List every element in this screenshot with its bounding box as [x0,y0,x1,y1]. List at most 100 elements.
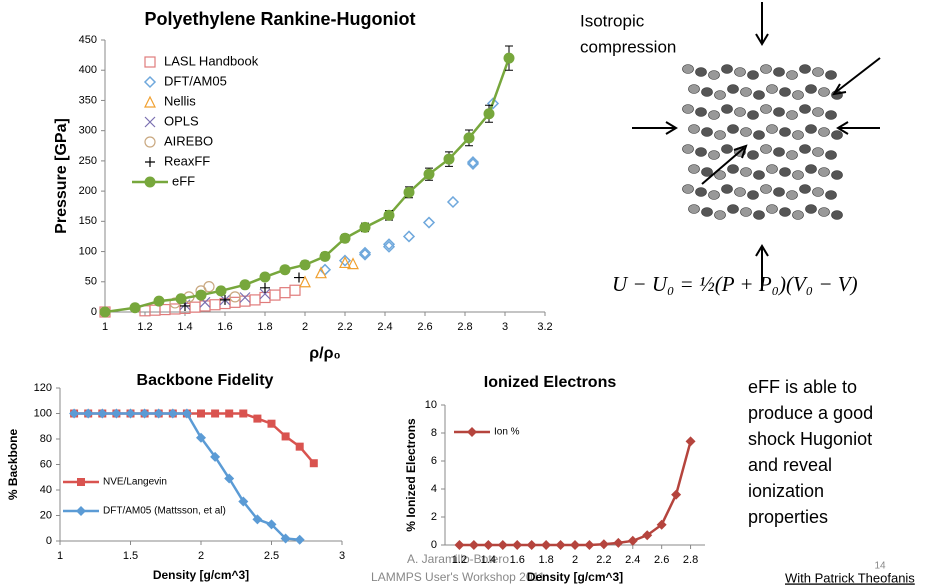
atom [688,84,700,94]
y-tick-label: 0 [91,306,97,318]
x-tick-label: 1.4 [481,554,496,566]
marker [225,409,234,418]
x-tick-label: 2.4 [377,321,392,333]
atom [714,170,726,180]
atom [799,144,811,154]
x-tick-label: 1 [102,321,108,333]
atom [760,64,772,74]
arrow-head [665,121,678,135]
x-tick-label: 1.6 [510,554,525,566]
marker [503,52,515,64]
x-tick-label: 1 [57,550,63,562]
caption-line: shock Hugoniot [748,429,872,449]
x-axis-label: ρ/ρ₀ [309,345,340,362]
atom [825,190,837,200]
atom [818,127,830,137]
marker [249,294,261,306]
atom [805,204,817,214]
atom [792,210,804,220]
marker [422,216,436,229]
marker [239,292,251,303]
atom [805,164,817,174]
y-tick-label: 8 [431,427,437,439]
marker [339,232,351,244]
x-tick-label: 2.6 [417,321,432,333]
marker [83,408,94,419]
marker [358,246,372,259]
atom [682,184,694,194]
atom [740,167,752,177]
footer-author: A. Jaramillo-Botero [407,552,509,566]
legend-label: ReaxFF [164,153,210,168]
marker [383,209,395,221]
marker [512,540,523,550]
atom [695,187,707,197]
marker [144,56,156,68]
legend-label: DFT/AM05 (Mattsson, et al) [103,506,226,517]
x-tick-label: 3 [502,321,508,333]
y-tick-label: 150 [79,215,97,227]
x-tick-label: 2.4 [625,554,640,566]
atom [825,70,837,80]
atom [714,90,726,100]
atom [714,130,726,140]
marker [358,248,372,261]
atom [786,110,798,120]
marker [99,306,111,318]
marker [299,259,311,271]
atom [701,207,713,217]
x-tick-label: 1.5 [123,550,138,562]
marker [180,300,190,311]
atom [773,187,785,197]
marker [143,75,157,89]
marker [220,294,230,305]
marker [486,97,500,110]
marker [446,195,460,209]
atom [714,210,726,220]
x-tick-label: 2 [302,321,308,333]
marker [144,176,156,188]
molecule-figure [682,64,843,220]
atom [747,190,759,200]
marker [294,272,304,283]
marker [423,168,435,180]
y-tick-label: 200 [79,185,97,197]
atom [701,127,713,137]
atom [682,144,694,154]
atom [760,144,772,154]
atom [721,64,733,74]
marker [570,540,580,550]
marker [339,256,351,269]
x-tick-label: 1.6 [217,321,232,333]
atom [701,167,713,177]
x-tick-label: 3.2 [537,321,552,333]
marker [153,295,165,307]
y-tick-label: 2 [431,511,437,523]
atom [792,130,804,140]
atom [805,84,817,94]
marker [189,301,201,313]
legend-label: DFT/AM05 [164,73,227,88]
atom [766,204,778,214]
marker [280,533,291,544]
marker [97,408,108,419]
legend-label: Nellis [164,93,196,108]
atom [688,124,700,134]
marker [466,157,480,170]
marker [167,408,178,419]
marker [526,540,537,550]
atom [825,110,837,120]
atom [818,207,830,217]
x-tick-label: 1.2 [452,554,467,566]
marker [483,540,494,550]
caption-line: eFF is able to [748,377,857,397]
atom [740,87,752,97]
y-axis-label: % Ionized Electrons [404,418,418,532]
y-tick-label: 20 [40,509,52,521]
atom [740,207,752,217]
marker [467,427,477,437]
atom [727,84,739,94]
atom [773,67,785,77]
marker [144,95,156,108]
marker [294,534,305,545]
